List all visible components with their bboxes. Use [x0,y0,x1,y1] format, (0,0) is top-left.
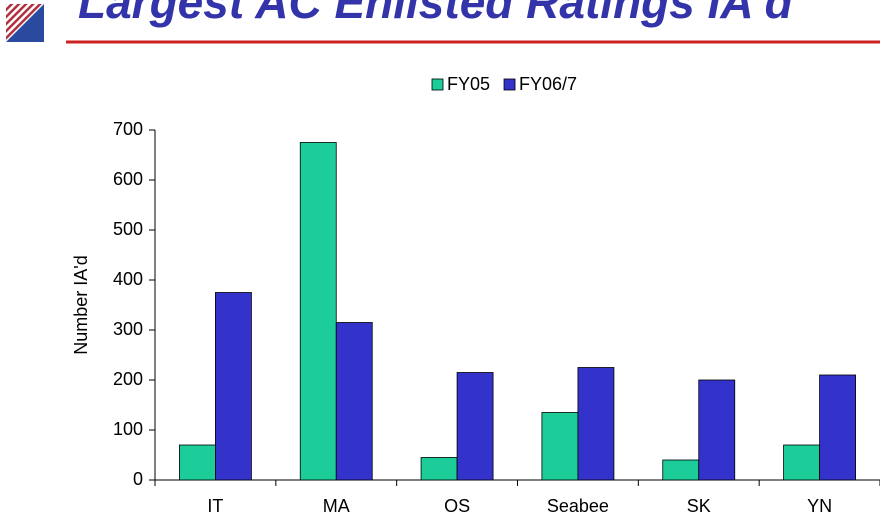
y-tick-label: 300 [113,319,143,339]
bar [420,457,458,481]
chart-title: Largest AC Enlisted Ratings IA'd [78,0,794,28]
bar [698,379,736,481]
legend-label: FY05 [447,74,490,94]
bar [819,374,856,481]
x-tick-label: MA [323,496,350,516]
bar [541,412,579,481]
bar [215,292,252,481]
legend-swatch [431,78,444,91]
bar [179,444,216,481]
bar [783,444,820,481]
x-tick-label: YN [807,496,832,516]
bar [662,459,700,481]
bar [299,142,337,481]
legend-swatch [503,78,516,91]
y-tick-label: 400 [113,269,143,289]
x-tick-label: OS [444,496,470,516]
x-tick-label: IT [207,496,223,516]
y-tick-label: 500 [113,219,143,239]
y-axis-label: Number IA'd [71,255,91,354]
y-tick-label: 200 [113,369,143,389]
bar [456,372,494,481]
y-tick-label: 100 [113,419,143,439]
y-tick-label: 600 [113,169,143,189]
y-tick-label: 700 [113,119,143,139]
logo [6,4,44,42]
bar [335,322,373,481]
bar [577,367,615,481]
x-tick-label: Seabee [547,496,609,516]
x-tick-label: SK [687,496,711,516]
legend-label: FY06/7 [519,74,577,94]
y-tick-label: 0 [133,469,143,489]
